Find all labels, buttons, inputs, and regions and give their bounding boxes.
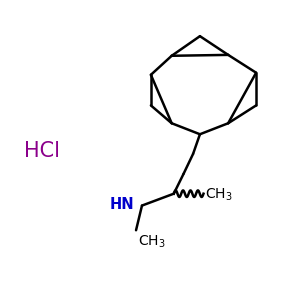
Text: HCl: HCl (23, 141, 59, 161)
Text: CH$_3$: CH$_3$ (205, 187, 232, 203)
Text: HN: HN (110, 196, 134, 211)
Text: CH$_3$: CH$_3$ (137, 233, 165, 250)
